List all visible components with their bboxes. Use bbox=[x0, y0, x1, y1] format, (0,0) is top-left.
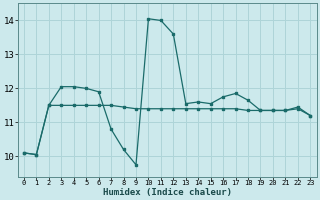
X-axis label: Humidex (Indice chaleur): Humidex (Indice chaleur) bbox=[103, 188, 232, 197]
